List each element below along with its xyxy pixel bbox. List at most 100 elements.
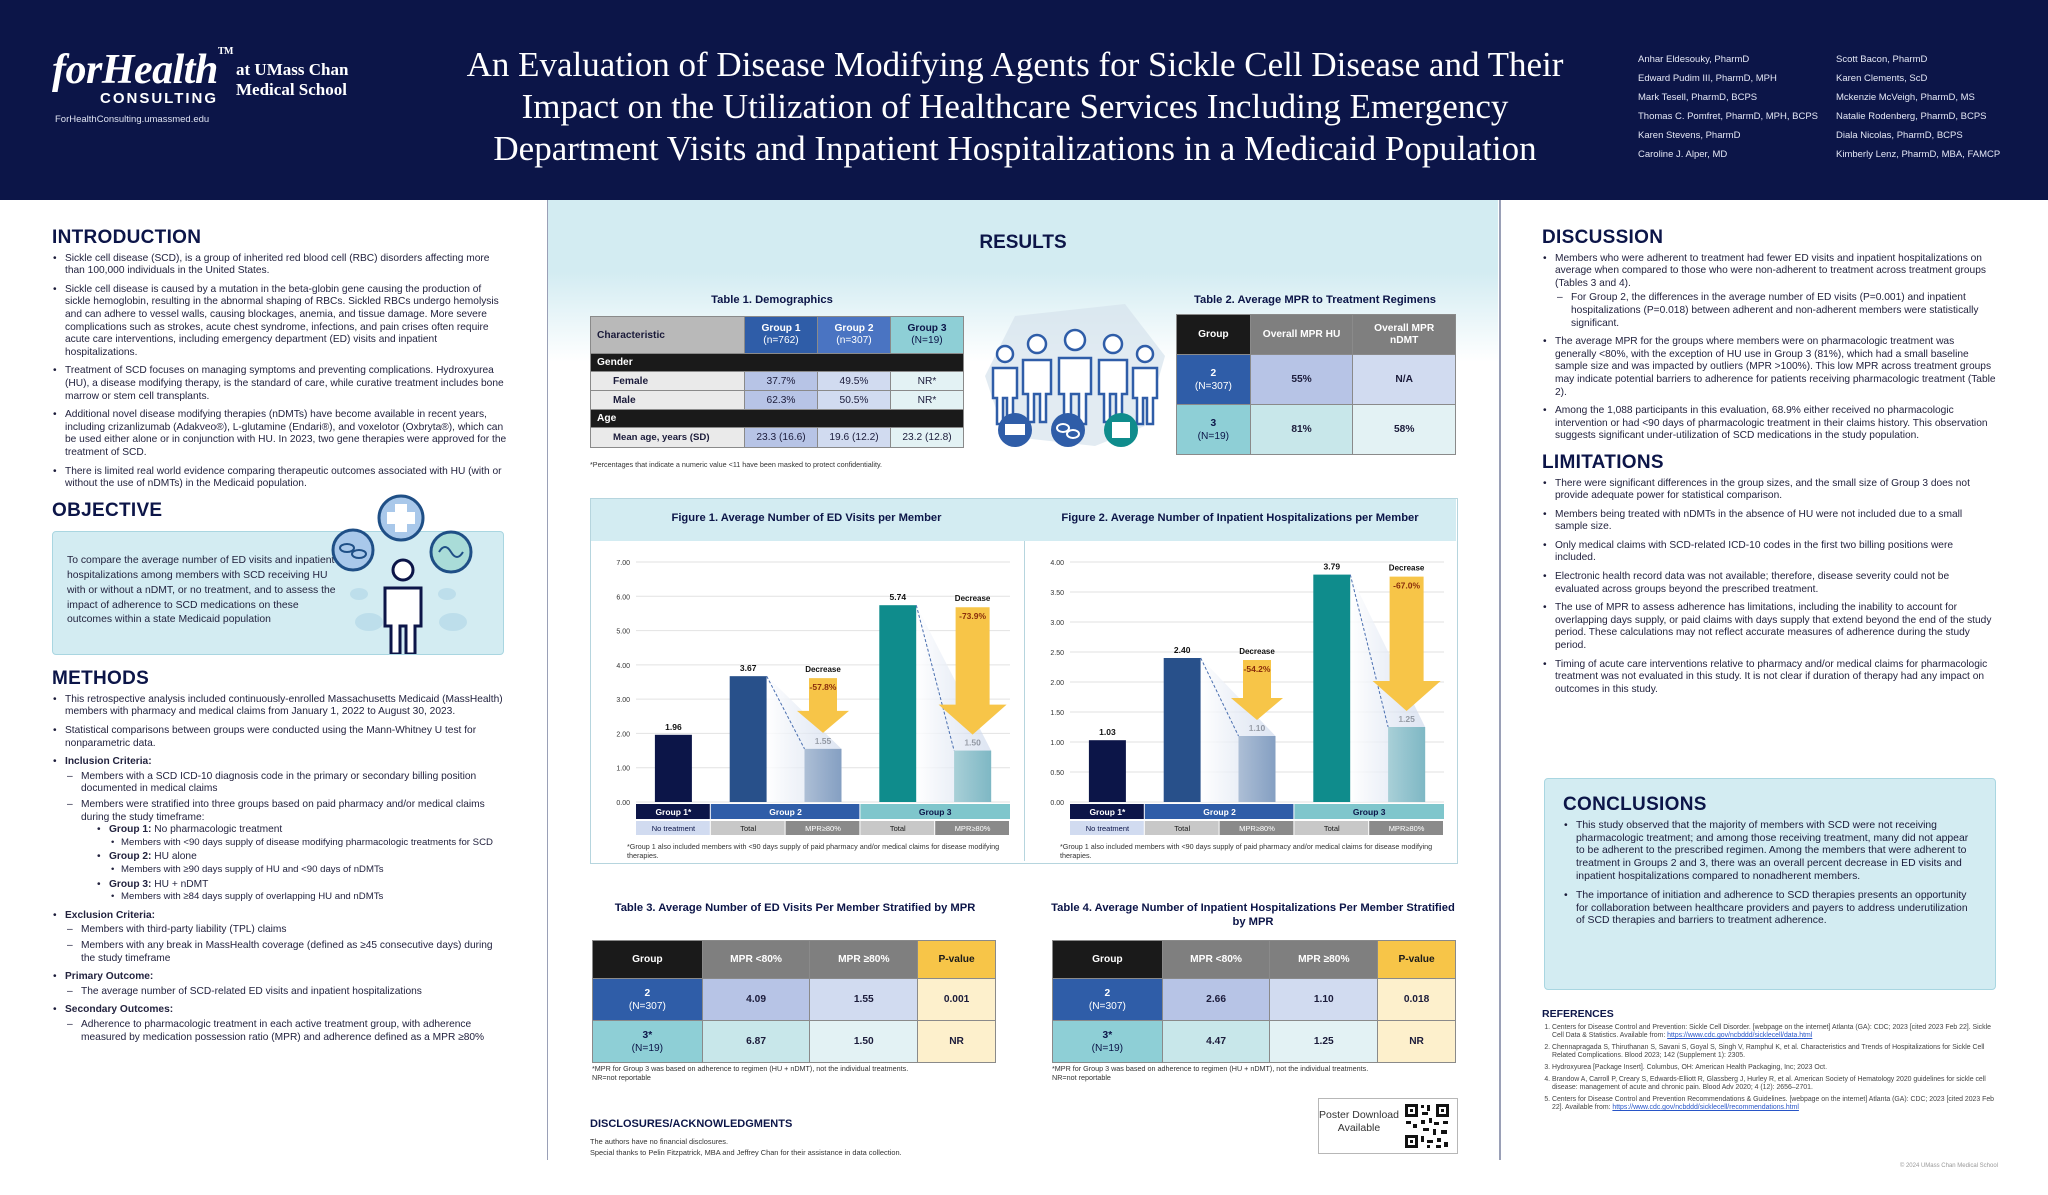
table-2-header-group: Group [1176, 314, 1251, 355]
logo-umass: at UMass Chan Medical School [236, 60, 349, 99]
reference-item: Centers for Disease Control and Preventi… [1552, 1096, 1996, 1113]
reference-link[interactable]: https://www.cdc.gov/ncbddd/sicklecell/re… [1612, 1104, 1799, 1112]
limitations-bullet: Members being treated with nDMTs in the … [1542, 509, 1996, 534]
left-column: INTRODUCTION Sickle cell disease (SCD), … [52, 227, 508, 1050]
y-tick-label: 0.00 [1050, 800, 1064, 807]
table-4-cell: 1.10 [1269, 978, 1379, 1021]
table-3-row-group-3: 3* (N=19) [592, 1020, 703, 1063]
inclusion-label: Inclusion Criteria: [65, 756, 152, 768]
x-category-label: Total [890, 824, 906, 833]
objective-box: To compare the average number of ED visi… [52, 494, 504, 656]
limitations-heading: LIMITATIONS [1542, 451, 1664, 473]
discussion-heading: DISCUSSION [1542, 227, 1664, 248]
decrease-line [766, 675, 805, 750]
exclusion-item: Members with third-party liability (TPL)… [65, 924, 508, 937]
reference-link[interactable]: https://www.cdc.gov/ncbddd/sicklecell/da… [1667, 1032, 1813, 1040]
reference-item: Centers for Disease Control and Preventi… [1552, 1024, 1996, 1041]
limitations-bullet: Only medical claims with SCD-related ICD… [1542, 540, 1996, 565]
group-3-detail: Members with ≥84 days supply of overlapp… [109, 891, 508, 904]
table-4-header-group: Group [1052, 940, 1163, 979]
y-tick-label: 1.50 [1050, 710, 1064, 717]
table-1-note: *Percentages that indicate a numeric val… [590, 460, 883, 469]
y-tick-label: 2.50 [1050, 650, 1064, 657]
figure-2-hospitalizations-chart: 0.00 0.50 1.00 1.50 2.00 2.50 3.00 3.50 4.00 1.03… [1050, 560, 1444, 835]
bar-value-label: 3.67 [740, 663, 757, 673]
table-3-cell: 1.55 [809, 978, 919, 1021]
y-tick-label: 6.00 [616, 594, 630, 601]
introduction-list: Sickle cell disease (SCD), is a group of… [52, 253, 508, 491]
x-category-label: No treatment [652, 824, 696, 833]
introduction-heading: INTRODUCTION [52, 227, 202, 248]
introduction-bullet: Treatment of SCD focuses on managing sym… [52, 365, 508, 403]
group-3-item: Group 3: HU + nDMT Members with ≥84 days… [81, 879, 508, 904]
table-1-section-age: Age [590, 409, 964, 428]
bar-value-label: 2.40 [1174, 645, 1191, 655]
group-1-detail: Members with <90 days supply of disease … [109, 837, 508, 850]
logo-forhealth: forHealthTM [52, 46, 233, 93]
x-category-label: Total [1324, 824, 1340, 833]
table-2-cell: 55% [1249, 354, 1354, 405]
methods-bullet-exclusion: Exclusion Criteria: Members with third-p… [52, 910, 508, 965]
y-tick-label: 3.50 [1050, 590, 1064, 597]
y-tick-label: 2.00 [1050, 680, 1064, 687]
methods-heading: METHODS [52, 668, 150, 690]
methods-bullet-primary: Primary Outcome: The average number of S… [52, 971, 508, 998]
author: Diala Nicolas, PharmD, BCPS [1836, 130, 1963, 141]
discussion-bullet: Members who were adherent to treatment h… [1542, 253, 1996, 331]
table-1-cell: 19.6 (12.2) [817, 427, 891, 448]
methods-bullet-secondary: Secondary Outcomes: Adherence to pharmac… [52, 1004, 508, 1044]
table-4-title: Table 4. Average Number of Inpatient Hos… [1051, 902, 1455, 928]
table-1-row-male-label: Male [590, 390, 745, 410]
results-heading: RESULTS [979, 232, 1067, 253]
bar [654, 734, 692, 802]
conclusions-heading: CONCLUSIONS [1563, 794, 1707, 815]
table-3-cell: 1.50 [809, 1020, 919, 1063]
decrease-percent: -67.0% [1393, 581, 1420, 591]
figures-header-band [591, 499, 1456, 541]
table-4-cell: 1.25 [1269, 1020, 1379, 1063]
bar-value-label: 5.74 [890, 592, 907, 602]
qr-code-icon[interactable] [1403, 1102, 1451, 1150]
group-band [1294, 804, 1444, 819]
table-3-title: Table 3. Average Number of ED Visits Per… [614, 902, 976, 914]
author: Karen Clements, ScD [1836, 73, 1928, 84]
table-2-mpr: Group Overall MPR HU Overall MPR nDMT 2(… [1176, 314, 1456, 455]
inclusion-item: Members with a SCD ICD-10 diagnosis code… [65, 771, 508, 796]
conclusions-bullet: The importance of initiation and adheren… [1563, 890, 1977, 928]
methods-bullet: Statistical comparisons between groups w… [52, 725, 508, 750]
healthcare-people-illustration [985, 304, 1165, 447]
category-band [1219, 821, 1294, 835]
y-tick-label: 3.00 [1050, 620, 1064, 627]
table-1-title: Table 1. Demographics [711, 294, 833, 306]
conclusions-list: This study observed that the majority of… [1563, 820, 1977, 928]
inclusion-item: Members were stratified into three group… [65, 799, 508, 904]
x-category-label: MPR≥80% [805, 824, 841, 833]
methods-bullet-inclusion: Inclusion Criteria: Members with a SCD I… [52, 756, 508, 904]
table-3-ed-visits: Group MPR <80% MPR ≥80% P-value 2 (N=307)… [592, 940, 996, 1063]
table-2-header-ndmt: Overall MPR nDMT [1352, 314, 1456, 355]
group-band [1070, 804, 1144, 819]
poster-download-box[interactable]: Poster Download Available [1318, 1098, 1458, 1154]
decrease-arrow [797, 678, 849, 733]
discussion-bullet: The average MPR for the groups where mem… [1542, 336, 1996, 399]
table-3-header-mpr-ge: MPR ≥80% [809, 940, 919, 979]
table-4-cell: 2.66 [1161, 978, 1271, 1021]
table-3-header-pvalue: P-value [917, 940, 996, 979]
conclusions-bullet: This study observed that the majority of… [1563, 820, 1977, 884]
group-label: Group 2 [1203, 807, 1236, 817]
exclusion-label: Exclusion Criteria: [65, 909, 156, 921]
category-band [636, 821, 710, 835]
group-band [1144, 804, 1294, 819]
right-column: DISCUSSION Members who were adherent to … [1542, 227, 1996, 702]
y-tick-label: 1.00 [1050, 740, 1064, 747]
decrease-percent: -73.9% [959, 611, 986, 621]
decrease-arrow [938, 607, 1007, 735]
y-tick-label: 0.00 [616, 800, 630, 807]
bar [1163, 658, 1201, 802]
table-1-cell: 23.3 (16.6) [744, 427, 818, 448]
x-category-label: Total [740, 824, 756, 833]
group-label: Group 3 [1353, 807, 1386, 817]
table-4-hospitalizations: Group MPR <80% MPR ≥80% P-value 2 (N=307)… [1052, 940, 1456, 1063]
author: Thomas C. Pomfret, PharmD, MPH, BCPS [1638, 111, 1819, 122]
table-2-row-group-2: 2 (N=307) [1176, 354, 1251, 405]
